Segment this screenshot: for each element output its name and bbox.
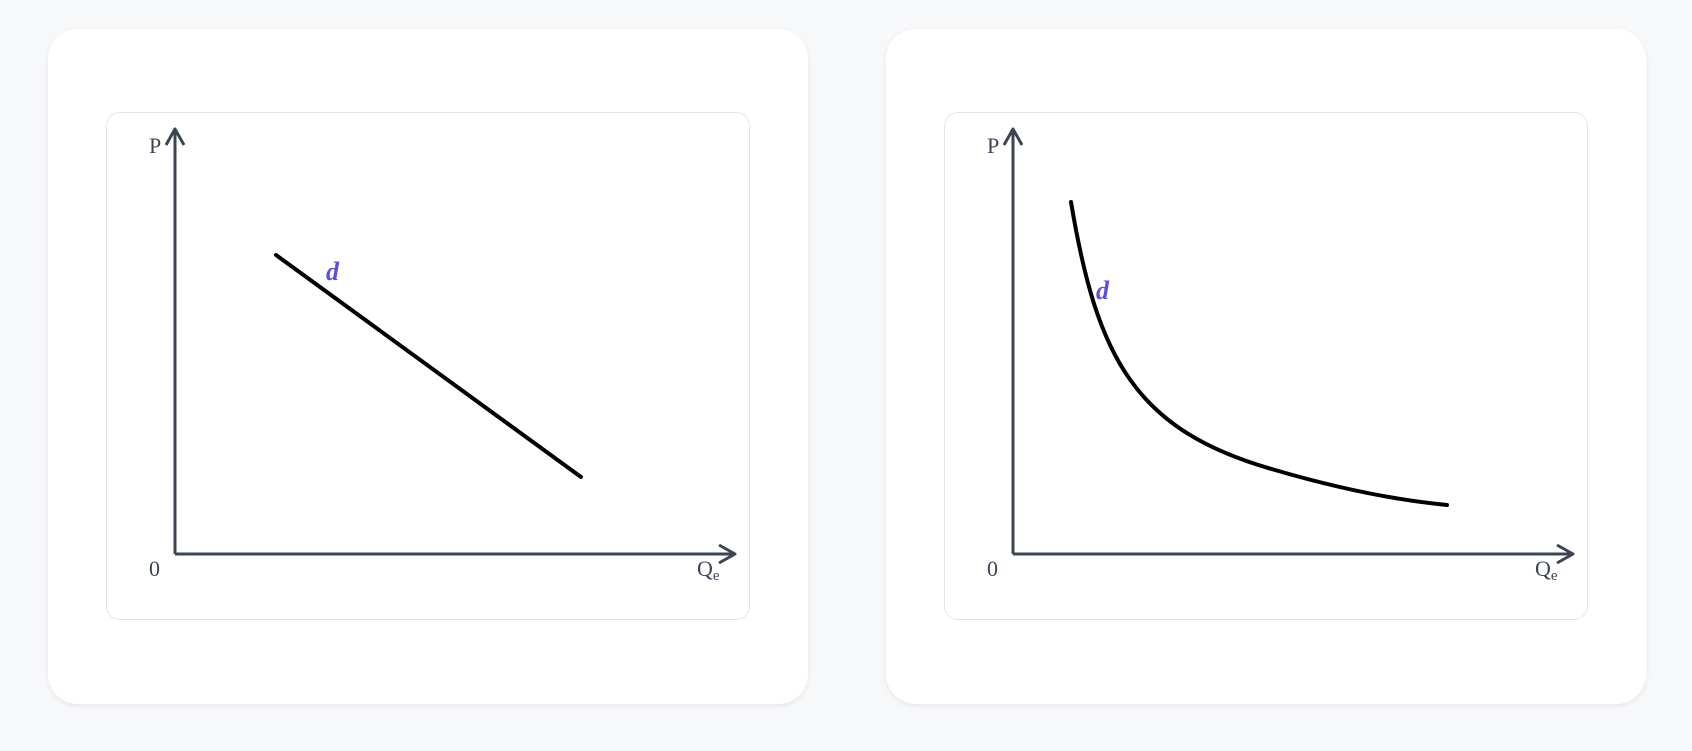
demand-curve-label: d: [326, 257, 340, 286]
demand-curve: [1069, 200, 1449, 507]
x-axis-label-subscript: e: [1551, 568, 1558, 584]
y-axis-label: P: [987, 133, 999, 158]
y-axis-arrowhead: [1002, 127, 1024, 146]
diagram-panel-linear: P 0 Qe d: [106, 112, 750, 620]
origin-label: 0: [149, 556, 160, 581]
origin-label: 0: [987, 556, 998, 581]
diagram-card-curved: P 0 Qe d: [886, 29, 1646, 704]
linear-demand-diagram: P 0 Qe d: [149, 127, 737, 584]
x-axis-label-group: Qe: [697, 556, 720, 584]
diagram-panel-curved: P 0 Qe d: [944, 112, 1588, 620]
x-axis-label: Q: [697, 556, 713, 581]
diagram-card-linear: P 0 Qe d: [48, 29, 808, 704]
x-axis-arrowhead: [718, 543, 737, 565]
curved-demand-diagram: P 0 Qe d: [987, 127, 1575, 584]
x-axis-arrowhead: [1556, 543, 1575, 565]
y-axis-label: P: [149, 133, 161, 158]
x-axis-label-subscript: e: [713, 568, 720, 584]
demand-curve-label: d: [1096, 276, 1110, 305]
x-axis-label-group: Qe: [1535, 556, 1558, 584]
y-axis-arrowhead: [164, 127, 186, 146]
x-axis-label: Q: [1535, 556, 1551, 581]
demand-curve: [274, 253, 583, 479]
